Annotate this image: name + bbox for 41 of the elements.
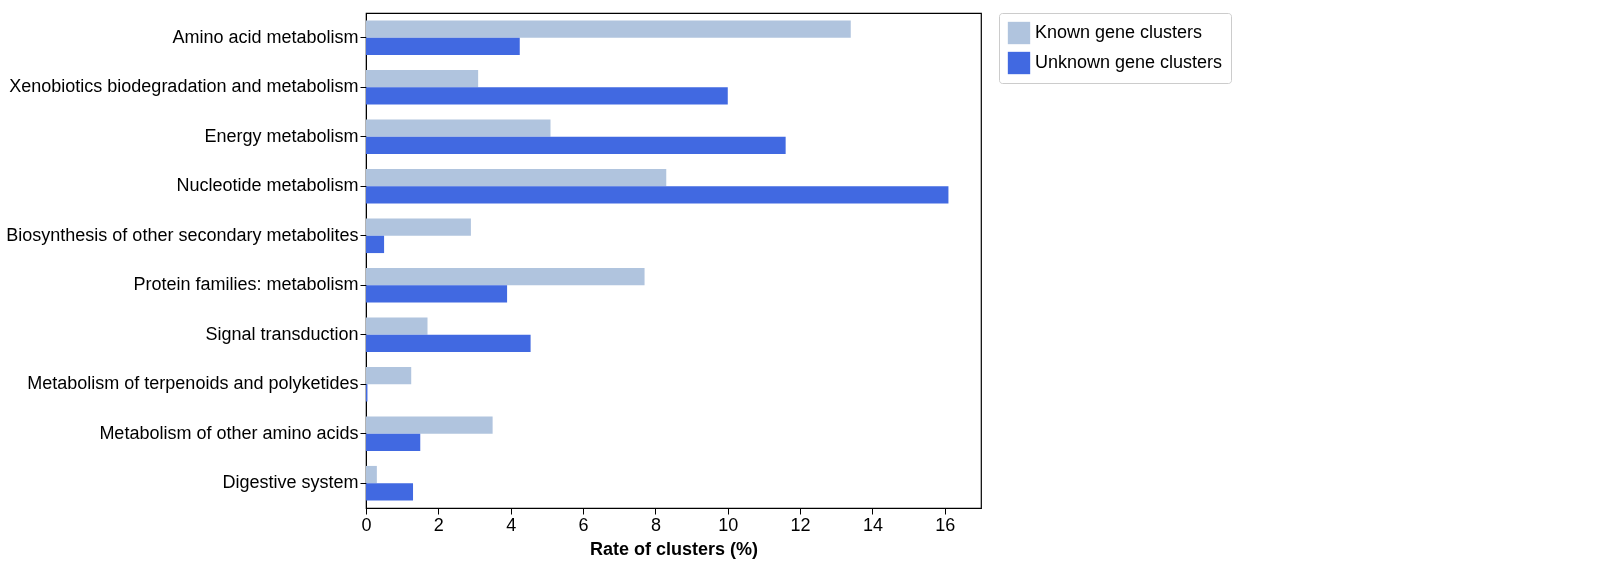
legend-label: Known gene clusters: [1035, 22, 1203, 42]
bar: [366, 465, 377, 484]
bar: [366, 136, 786, 155]
y-tick-label: Nucleotide metabolism: [176, 175, 359, 196]
x-tick-label: 2: [433, 514, 444, 535]
bar: [366, 119, 551, 137]
legend-label: Unknown gene clusters: [1035, 52, 1223, 72]
bar: [366, 317, 428, 335]
y-tick-label: Xenobiotics biodegradation and metabolism: [9, 76, 359, 97]
bar: [366, 285, 508, 303]
bar: [366, 235, 385, 254]
y-tick-label: Digestive system: [222, 472, 359, 493]
bar: [366, 20, 851, 38]
bar: [366, 186, 949, 204]
bar: [366, 87, 728, 105]
y-tick-label: Metabolism of other amino acids: [99, 422, 359, 443]
x-tick-label: 16: [935, 514, 956, 535]
x-tick-label: 14: [862, 514, 883, 535]
y-tick-label: Signal transduction: [205, 323, 359, 344]
x-tick-label: 12: [790, 514, 811, 535]
x-tick-label: 6: [578, 514, 589, 535]
y-tick-label: Biosynthesis of other secondary metabolites: [6, 224, 359, 245]
bar: [366, 433, 421, 452]
bar: [366, 483, 414, 501]
bar: [366, 416, 493, 434]
x-axis-title: Rate of clusters (%): [589, 538, 759, 559]
y-tick-label: Amino acid metabolism: [172, 26, 359, 47]
x-tick-label: 10: [718, 514, 739, 535]
bar: [366, 267, 645, 286]
y-tick-label: Energy metabolism: [204, 125, 359, 146]
bar: [366, 334, 531, 353]
bar: [366, 218, 471, 236]
x-tick-label: 0: [361, 514, 372, 535]
y-tick-label: Metabolism of terpenoids and polyketides: [27, 373, 359, 394]
x-tick-label: 4: [506, 514, 517, 535]
bar: [366, 366, 412, 385]
bar: [366, 168, 667, 187]
bar: [366, 37, 520, 56]
x-tick-label: 8: [650, 514, 661, 535]
y-tick-label: Protein families: metabolism: [133, 274, 359, 295]
bar: [366, 69, 479, 88]
